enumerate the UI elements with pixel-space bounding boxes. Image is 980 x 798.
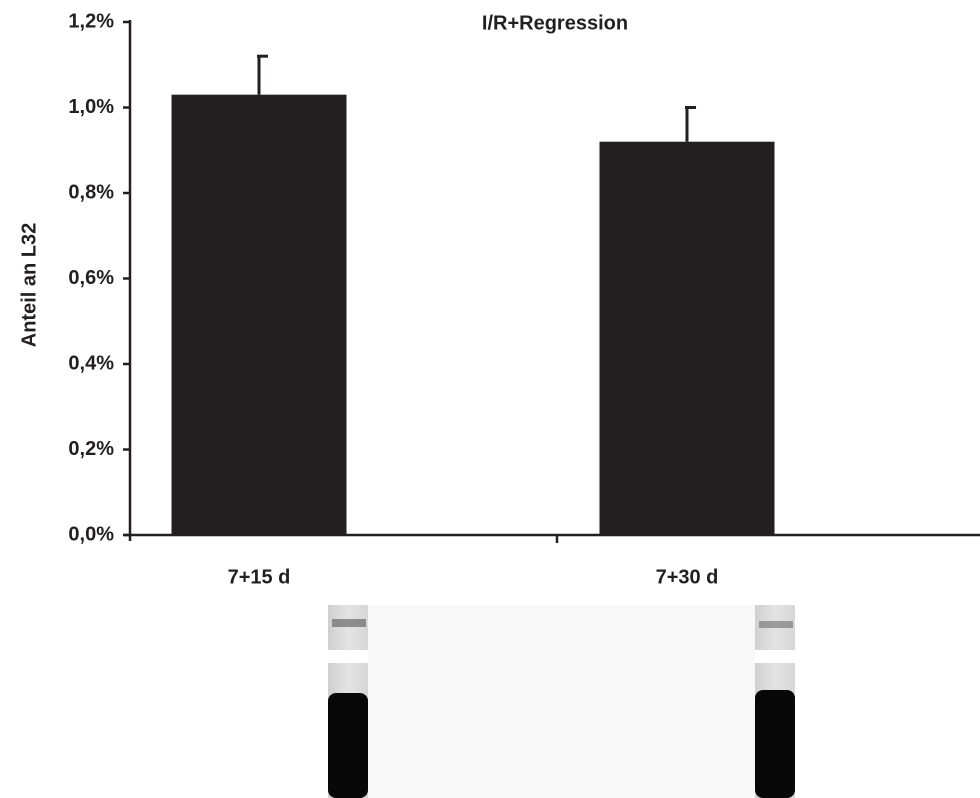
chart-title: I/R+Regression xyxy=(482,12,628,34)
x-tick-label: 7+15 d xyxy=(228,566,291,588)
y-tick-label: 0,2% xyxy=(68,438,114,460)
y-tick-label: 0,8% xyxy=(68,181,114,203)
bar xyxy=(172,95,347,535)
bar xyxy=(600,142,775,535)
chart: I/R+Regression Anteil an L32 0,0% 0,2% 0,4… xyxy=(0,0,980,798)
y-axis-label: Anteil an L32 xyxy=(18,223,40,347)
x-tick-label: 7+30 d xyxy=(656,566,719,588)
y-tick-label: 1,0% xyxy=(68,96,114,118)
y-tick-label: 1,2% xyxy=(68,10,114,32)
blot-image xyxy=(328,605,795,798)
y-tick-label: 0,0% xyxy=(68,523,114,545)
y-tick-label: 0,6% xyxy=(68,267,114,289)
y-tick-label: 0,4% xyxy=(68,352,114,374)
